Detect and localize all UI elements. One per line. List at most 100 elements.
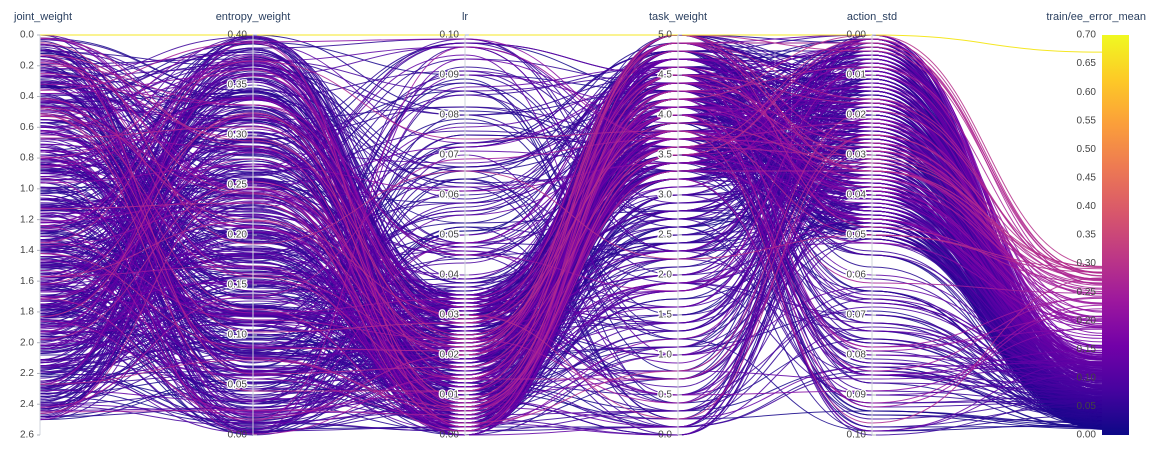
data-line (39, 54, 1103, 375)
tick-label: 0.60 (1077, 87, 1097, 98)
tick-label: 0.05 (847, 230, 867, 241)
lines-layer (39, 34, 1103, 436)
data-line (39, 34, 1103, 352)
tick-label: 1.5 (658, 310, 672, 321)
tick-label: 2.0 (658, 270, 672, 281)
tick-label: 0.03 (440, 310, 460, 321)
tick-label: 0.10 (440, 30, 460, 41)
data-line (39, 66, 1103, 432)
data-line (39, 106, 1103, 420)
data-line (39, 42, 1103, 320)
tick-label: 0.08 (440, 110, 460, 121)
axis-title: lr (462, 11, 468, 23)
tick-label: 0.8 (20, 153, 34, 164)
tick-label: 0.07 (440, 150, 460, 161)
tick-label: 0.05 (228, 380, 248, 391)
tick-label: 1.0 (658, 350, 672, 361)
tick-label: 0.06 (847, 270, 867, 281)
axis-title: task_weight (649, 11, 707, 23)
colorbar (1102, 35, 1129, 435)
tick-label: 2.4 (20, 399, 34, 410)
tick-label: 0.09 (847, 390, 867, 401)
axes-layer: joint_weight 0.0 0.2 0.4 0.6 0.8 1.0 1.2 1.4 1.6 1… (13, 11, 1146, 441)
tick-label: 0.40 (228, 30, 248, 41)
tick-label: 0.35 (228, 80, 248, 91)
tick-label: 0.01 (847, 70, 867, 81)
tick-label: 2.6 (20, 430, 34, 441)
data-line (39, 54, 1103, 336)
tick-label: 0.10 (847, 430, 867, 441)
tick-label: 2.5 (658, 230, 672, 241)
data-line (39, 59, 1103, 348)
tick-label: 0.25 (228, 180, 248, 191)
tick-label: 0.00 (1077, 430, 1097, 441)
data-line (39, 38, 1103, 404)
tick-label: 2.2 (20, 368, 34, 379)
data-line (39, 66, 1103, 361)
axis-title: train/ee_error_mean (1046, 11, 1146, 23)
tick-label: 0.08 (847, 350, 867, 361)
tick-label: 0.04 (440, 270, 460, 281)
tick-label: 4.0 (658, 110, 672, 121)
tick-label: 0.5 (658, 390, 672, 401)
tick-label: 0.30 (228, 130, 248, 141)
tick-label: 4.5 (658, 70, 672, 81)
data-line (39, 151, 1103, 372)
tick-label: 0.05 (1077, 401, 1097, 412)
tick-label: 0.01 (440, 390, 460, 401)
data-line (39, 34, 1103, 392)
tick-label: 0.06 (440, 190, 460, 201)
tick-label: 3.5 (658, 150, 672, 161)
data-line (39, 90, 1103, 420)
tick-label: 5.0 (658, 30, 672, 41)
data-line (39, 42, 1103, 349)
tick-label: 0.09 (440, 70, 460, 81)
tick-label: 0.10 (228, 330, 248, 341)
tick-label: 0.55 (1077, 115, 1097, 126)
tick-label: 0.45 (1077, 172, 1097, 183)
data-line (39, 98, 1103, 408)
tick-label: 0.00 (228, 430, 248, 441)
data-line (39, 293, 1103, 388)
tick-label: 1.2 (20, 214, 34, 225)
data-line (39, 58, 1103, 428)
tick-label: 0.03 (847, 150, 867, 161)
data-line (39, 130, 1103, 405)
axis-title: entropy_weight (216, 11, 291, 23)
tick-label: 0.2 (20, 60, 34, 71)
tick-label: 0.15 (228, 280, 248, 291)
tick-label: 1.0 (20, 183, 34, 194)
tick-label: 0.10 (1077, 372, 1097, 383)
data-line (39, 74, 1103, 370)
tick-label: 0.02 (847, 110, 867, 121)
tick-label: 3.0 (658, 190, 672, 201)
data-line (39, 58, 1103, 415)
data-line (39, 130, 1103, 358)
tick-label: 0.70 (1077, 30, 1097, 41)
tick-label: 0.20 (1077, 315, 1097, 326)
tick-label: 0.25 (1077, 287, 1097, 298)
axis-title: joint_weight (13, 11, 72, 23)
data-line (39, 40, 1103, 428)
data-line (39, 149, 1103, 420)
tick-label: 0.15 (1077, 344, 1097, 355)
tick-label: 1.8 (20, 307, 34, 318)
tick-label: 0.35 (1077, 230, 1097, 241)
data-line (39, 37, 1103, 404)
tick-label: 0.00 (847, 30, 867, 41)
tick-label: 0.0 (658, 430, 672, 441)
data-line (39, 60, 1103, 424)
data-line (39, 58, 1103, 431)
data-line (39, 34, 1103, 400)
tick-label: 0.6 (20, 122, 34, 133)
tick-label: 0.02 (440, 350, 460, 361)
tick-label: 1.4 (20, 245, 34, 256)
tick-label: 0.0 (20, 30, 34, 41)
tick-label: 2.0 (20, 337, 34, 348)
data-line (39, 122, 1103, 408)
tick-label: 0.20 (228, 230, 248, 241)
data-line (39, 46, 1103, 422)
data-line (39, 58, 1103, 390)
tick-label: 0.65 (1077, 58, 1097, 69)
